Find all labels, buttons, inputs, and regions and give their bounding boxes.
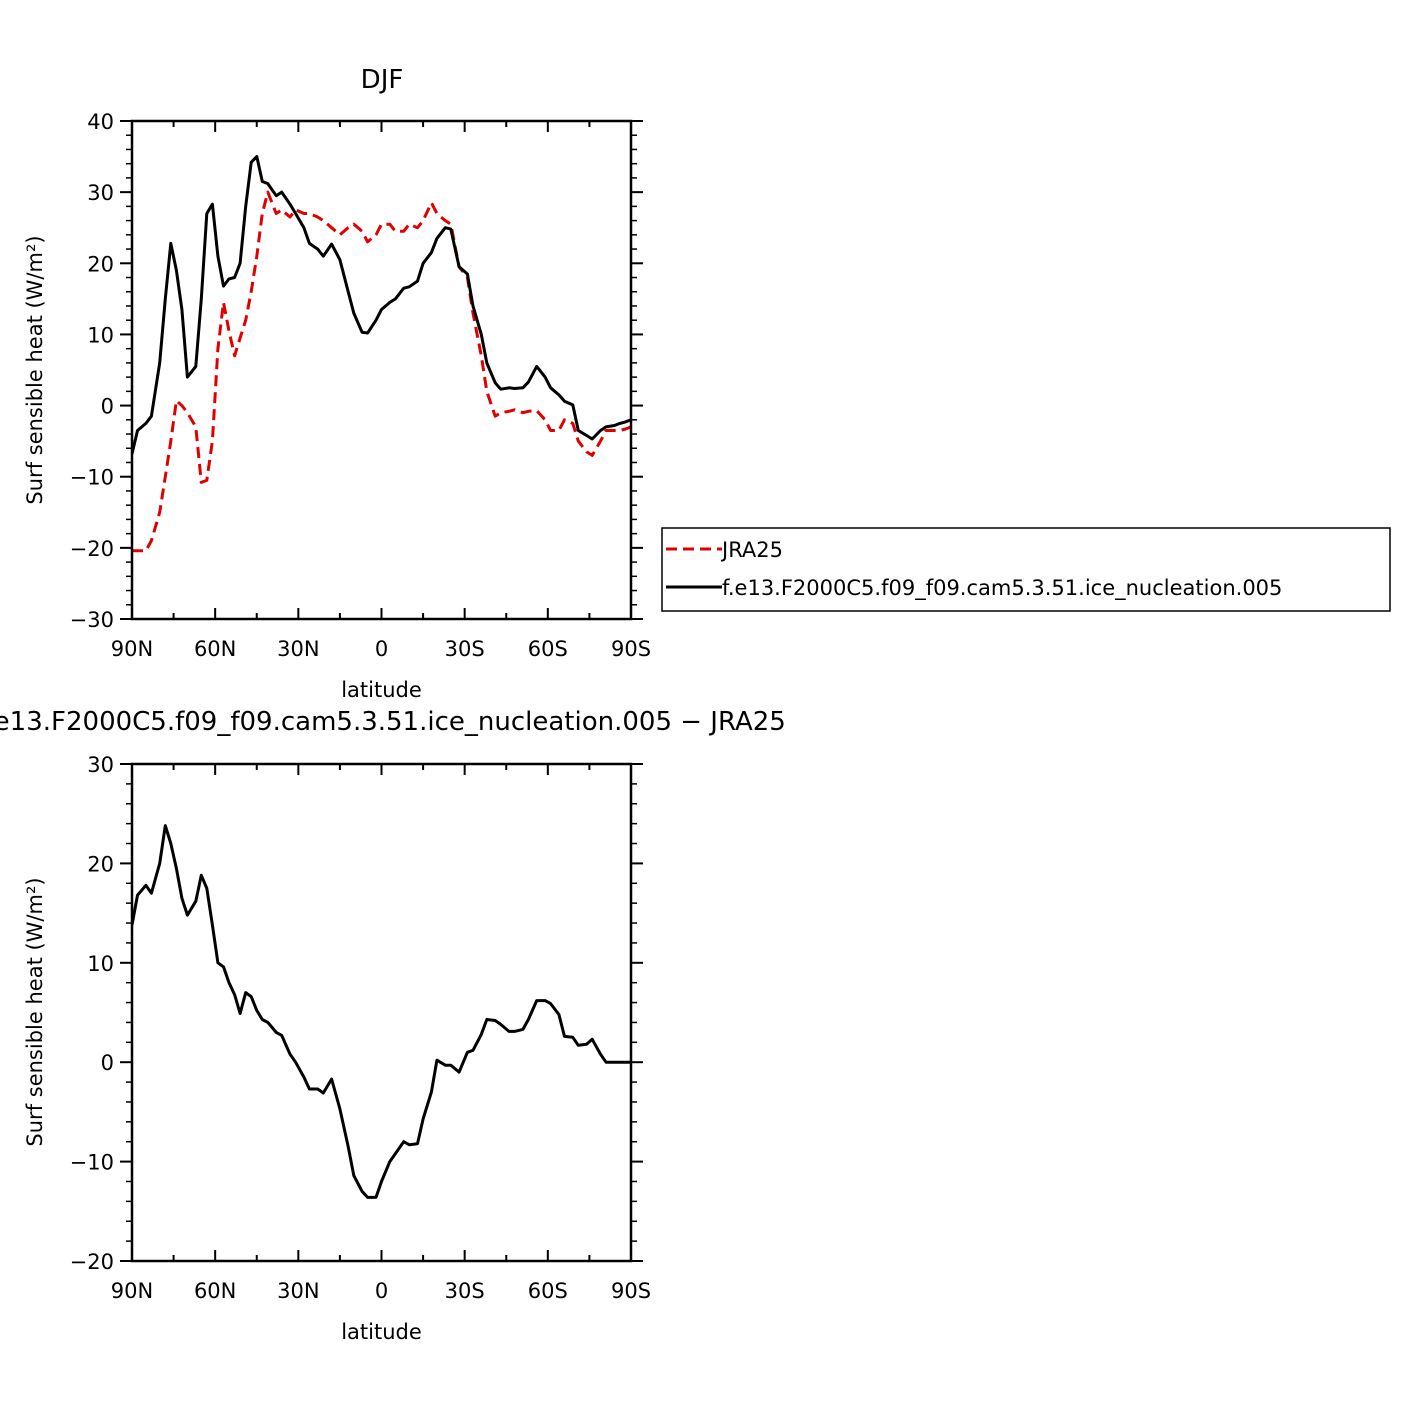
legend-label-model: f.e13.F2000C5.f09_f09.cam5.3.51.ice_nucl…: [722, 576, 1282, 601]
y-tick-label: −10: [70, 466, 114, 490]
legend-box: [661, 527, 1391, 612]
y-tick-label: 20: [87, 852, 114, 876]
plot-frame: [130, 119, 633, 621]
x-tick-label: 30N: [277, 1279, 319, 1303]
y-tick-label: −30: [70, 608, 114, 632]
bottom-panel: 90N 60N 30N 0 30S 60S 90S −20 −10 0 10 20 30 latitude…: [23, 753, 651, 1344]
x-axis-label: latitude: [341, 678, 422, 702]
series-group: [132, 824, 631, 1199]
series-line-difference-0: [132, 824, 631, 1199]
x-tick-label: 60N: [194, 1279, 236, 1303]
x-tick-label: 90S: [611, 1279, 651, 1303]
y-tick-label: 0: [101, 395, 114, 419]
y-tick-label: −10: [70, 1151, 114, 1175]
x-tick-label: 60S: [528, 1279, 568, 1303]
x-tick-label: 90N: [111, 1279, 153, 1303]
y-tick-label: −20: [70, 1250, 114, 1274]
x-tick-label: 60S: [528, 637, 568, 661]
legend: JRA25 f.e13.F2000C5.f09_f09.cam5.3.51.ic…: [661, 527, 1391, 612]
y-tick-label: 10: [87, 952, 114, 976]
bottom-panel-title: f.e13.F2000C5.f09_f09.cam5.3.51.ice_nucl…: [0, 707, 786, 737]
y-tick-label: 30: [87, 753, 114, 777]
y-tick-label: 10: [87, 323, 114, 347]
x-tick-label: 30N: [277, 637, 319, 661]
legend-label-jra25: JRA25: [720, 538, 783, 562]
x-tick-label: 60N: [194, 637, 236, 661]
series-line-jra25: [132, 190, 631, 553]
top-panel-title: DJF: [361, 65, 404, 95]
y-tick-label: −20: [70, 537, 114, 561]
x-tick-label: 30S: [445, 1279, 485, 1303]
x-tick-label: 90N: [111, 637, 153, 661]
y-tick-label: 20: [87, 252, 114, 276]
top-panel: 90N 60N 30N 0 30S 60S 90S −30 −20 −10 0 10 20 30 40 lat…: [23, 110, 651, 702]
y-tick-label: 40: [87, 110, 114, 134]
series-group: [132, 155, 631, 553]
x-tick-label: 0: [375, 1279, 388, 1303]
y-tick-label: 30: [87, 181, 114, 205]
x-tick-label: 0: [375, 637, 388, 661]
x-tick-label: 90S: [611, 637, 651, 661]
y-axis-label: Surf sensible heat (W/m²): [23, 235, 47, 504]
x-tick-label: 30S: [445, 637, 485, 661]
y-tick-label: 0: [101, 1051, 114, 1075]
y-axis-label: Surf sensible heat (W/m²): [23, 877, 47, 1146]
series-line-f-e13-f2000c5-f09-f09-cam5-3-51-ice-nucleation-005: [132, 155, 631, 455]
x-axis-label: latitude: [341, 1320, 422, 1344]
